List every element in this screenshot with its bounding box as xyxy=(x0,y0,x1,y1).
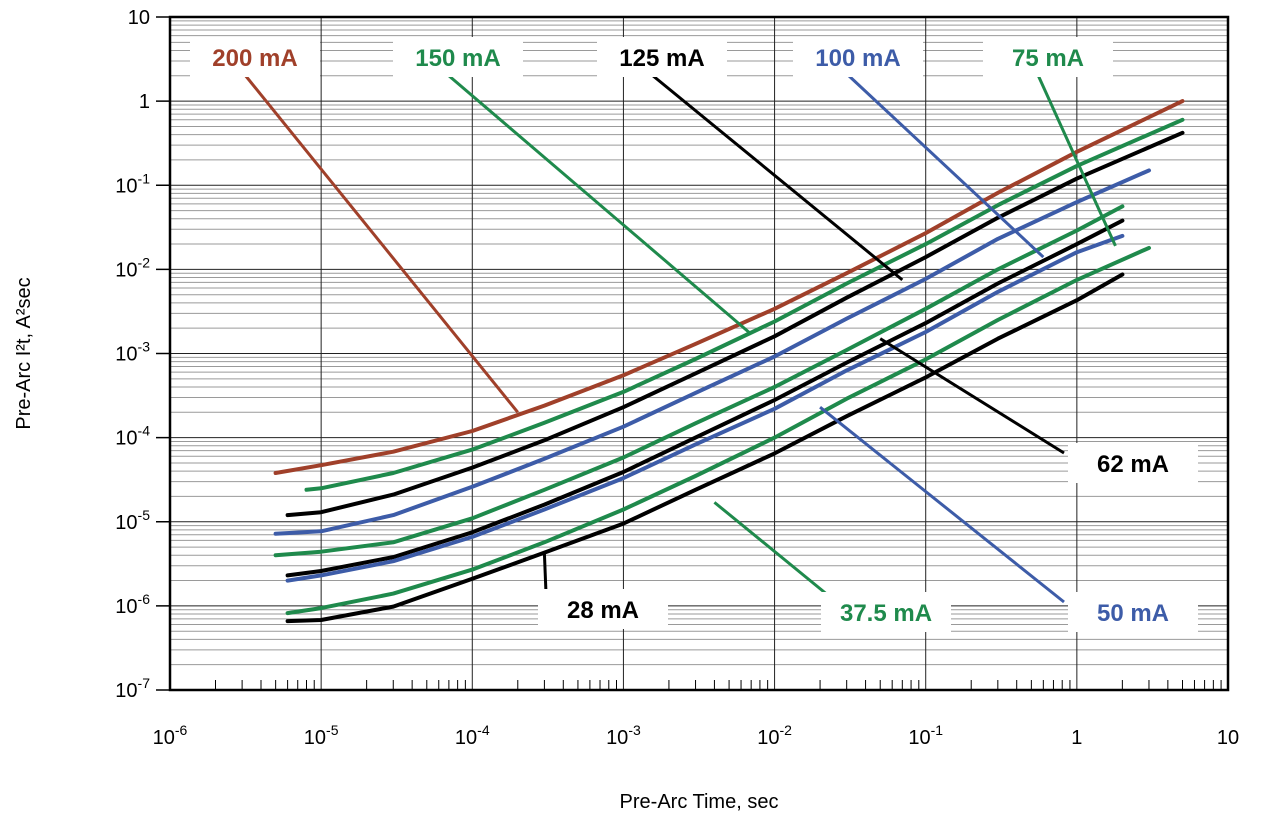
x-tick-label: 10-6 xyxy=(153,722,188,749)
y-tick-label: 10-1 xyxy=(115,170,150,197)
x-tick-label: 10-5 xyxy=(304,722,339,749)
y-tick-label-base: 10 xyxy=(115,259,137,281)
series-label-62-ma: 62 mA xyxy=(1097,451,1169,478)
series-label-50-ma: 50 mA xyxy=(1097,600,1169,627)
series-label-125-ma: 125 mA xyxy=(619,45,704,72)
series-200-ma-line xyxy=(273,99,1185,475)
x-axis-ticks: 10-6 10-5 10-4 10-3 10-2 10-1 1 10 xyxy=(153,680,1239,749)
y-tick-label: 10-7 xyxy=(115,675,150,702)
x-tick-label-base: 1 xyxy=(1071,727,1082,749)
series-50-ma-line xyxy=(285,233,1125,583)
callout-leader-75-ma xyxy=(1036,74,1117,247)
callout-box-50-ma xyxy=(1068,592,1198,632)
y-tick-label-base: 10 xyxy=(115,596,137,618)
y-tick-label-base: 10 xyxy=(128,7,150,29)
y-tick-label-exponent: -1 xyxy=(138,170,151,186)
callout-box-75-ma xyxy=(983,37,1113,77)
callout-box-28-ma xyxy=(538,589,668,629)
x-tick-label-base: 10 xyxy=(908,727,930,749)
y-tick-label-exponent: -5 xyxy=(138,507,151,523)
x-tick-label: 10 xyxy=(1217,727,1239,749)
series-layer xyxy=(273,99,1185,624)
x-axis-title: Pre-Arc Time, sec xyxy=(620,791,779,813)
series-62-ma-line xyxy=(285,218,1125,578)
callout-leader-200-ma xyxy=(243,74,519,414)
y-axis-title: Pre-Arc I²t, A²sec xyxy=(13,277,35,429)
x-tick-label: 10-3 xyxy=(606,722,641,749)
x-tick-label-base: 10 xyxy=(606,727,628,749)
y-tick-label: 1 xyxy=(139,91,150,113)
series-label-100-ma: 100 mA xyxy=(815,45,900,72)
series-label-75-ma: 75 mA xyxy=(1012,45,1084,72)
callout-box-150-ma xyxy=(393,37,523,77)
callout-box-200-ma xyxy=(190,37,320,77)
y-tick-label-exponent: -4 xyxy=(138,423,151,439)
y-tick-label: 10-3 xyxy=(115,339,150,366)
callout-box-125-ma xyxy=(597,37,727,77)
y-tick-label: 10 xyxy=(128,7,150,29)
x-tick-label-exponent: -2 xyxy=(779,722,792,738)
y-tick-label-base: 10 xyxy=(115,428,137,450)
callout-leader-150-ma xyxy=(447,73,753,336)
y-tick-label-exponent: -7 xyxy=(138,675,151,691)
x-tick-label: 1 xyxy=(1071,727,1082,749)
x-tick-label-base: 10 xyxy=(455,727,477,749)
series-100-ma-line xyxy=(273,168,1151,536)
y-tick-label: 10-4 xyxy=(115,423,150,450)
x-tick-label: 10-1 xyxy=(908,722,943,749)
y-tick-label-base: 1 xyxy=(139,91,150,113)
callout-leader-100-ma xyxy=(846,73,1045,259)
series-label-200-ma: 200 mA xyxy=(212,45,297,72)
series-125-ma-line xyxy=(285,130,1185,518)
x-tick-label-base: 10 xyxy=(153,727,175,749)
y-tick-label-base: 10 xyxy=(115,512,137,534)
series-label-37-5-ma: 37.5 mA xyxy=(840,600,932,627)
callout-leader-62-ma xyxy=(879,337,1065,455)
y-tick-label-base: 10 xyxy=(115,680,137,702)
callout-box-100-ma xyxy=(793,37,923,77)
callout-leader-37-5-ma xyxy=(713,501,830,598)
y-tick-label: 10-2 xyxy=(115,254,150,281)
x-tick-label-base: 10 xyxy=(304,727,326,749)
callout-leader-28-ma xyxy=(542,553,548,594)
x-tick-label-exponent: -6 xyxy=(175,722,188,738)
callout-leader-50-ma xyxy=(819,406,1065,604)
callout-leader-125-ma xyxy=(651,73,904,282)
series-37-5-ma-line xyxy=(285,245,1151,616)
callout-labels: 200 mA 150 mA 125 mA 100 mA 75 mA 62 mA 50 mA 3… xyxy=(190,37,1198,632)
series-label-28-ma: 28 mA xyxy=(567,597,639,624)
y-tick-label-exponent: -2 xyxy=(138,254,151,270)
y-tick-label-exponent: -6 xyxy=(138,591,151,607)
series-75-ma-line xyxy=(273,204,1125,558)
x-tick-label: 10-4 xyxy=(455,722,490,749)
y-tick-label-exponent: -3 xyxy=(138,339,151,355)
x-tick-label: 10-2 xyxy=(757,722,792,749)
y-tick-label-base: 10 xyxy=(115,175,137,197)
y-tick-label-base: 10 xyxy=(115,344,137,366)
series-label-150-ma: 150 mA xyxy=(415,45,500,72)
series-150-ma-line xyxy=(304,117,1185,492)
x-tick-label-exponent: -5 xyxy=(326,722,339,738)
y-tick-label: 10-6 xyxy=(115,591,150,618)
y-tick-label: 10-5 xyxy=(115,507,150,534)
x-tick-label-exponent: -4 xyxy=(477,722,490,738)
x-tick-label-exponent: -3 xyxy=(628,722,641,738)
series-28-ma-line xyxy=(285,272,1125,624)
callout-box-62-ma xyxy=(1068,443,1198,483)
x-tick-label-base: 10 xyxy=(1217,727,1239,749)
callout-box-37-5-ma xyxy=(821,592,951,632)
x-tick-label-base: 10 xyxy=(757,727,779,749)
callout-leaders xyxy=(243,73,1117,604)
x-tick-label-exponent: -1 xyxy=(931,722,944,738)
